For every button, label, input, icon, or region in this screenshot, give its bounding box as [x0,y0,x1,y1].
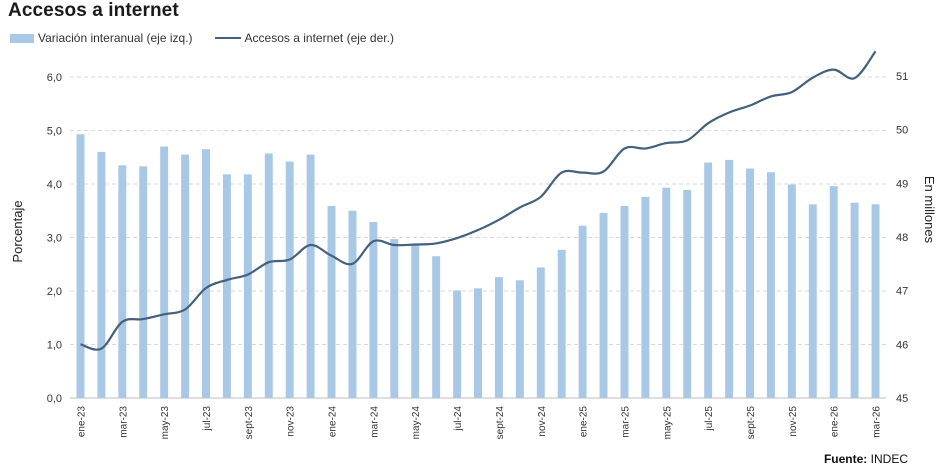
bar [704,162,713,398]
x-tick-label: mar-23 [118,406,129,438]
bar [515,280,524,398]
legend-line-swatch [214,37,241,39]
bar [76,134,85,398]
x-tick-label: nov-25 [788,406,799,437]
legend-line-label: Accesos a internet (eje der.) [244,31,394,45]
bar [620,205,629,398]
bar [725,159,734,398]
bar [829,186,838,398]
x-tick-label: sept-23 [244,406,255,440]
x-tick-label: mar-25 [620,406,631,438]
y-axis-title-left: Porcentaje [10,200,25,262]
bar [599,212,608,398]
x-tick-label: nov-24 [537,406,548,437]
y-axis-title-right: En millones [922,176,937,244]
bar [766,172,775,398]
bar [118,165,127,398]
bar [683,189,692,398]
x-tick-label: sept-24 [495,406,506,440]
series-line-accesos [80,50,877,351]
x-tick-label: ene-24 [328,406,339,438]
y-tick-label-right: 47 [896,286,908,298]
x-tick-label: mar-26 [872,406,883,438]
bar [97,151,106,398]
x-tick-label: may-24 [411,406,422,440]
legend-item-bars: Variación interanual (eje izq.) [10,31,193,45]
bar [202,149,210,398]
bar [139,166,148,398]
y-tick-label-right: 49 [896,178,908,190]
x-tick-label: nov-23 [286,406,297,437]
x-tick-label: mar-24 [369,406,380,438]
x-tick-label: ene-25 [579,406,590,438]
bar [285,161,294,398]
bar [306,154,315,398]
chart-legend: Variación interanual (eje izq.) Accesos … [10,31,416,45]
bar [160,146,169,398]
x-tick-label: jul-23 [202,406,213,432]
bar [557,249,566,398]
legend-bar-label: Variación interanual (eje izq.) [38,31,193,45]
bar [327,205,336,398]
x-tick-label: may-25 [662,406,673,440]
x-tick-label: may-23 [160,406,171,440]
y-tick-label-left: 5,0 [47,126,62,138]
y-tick-label-left: 6,0 [47,72,62,84]
x-tick-label: jul-25 [704,406,715,432]
y-tick-label-left: 2,0 [47,286,62,298]
x-tick-label: jul-24 [453,406,464,432]
y-tick-label-right: 46 [896,339,908,351]
bar [348,210,357,398]
source-prefix: Fuente: [823,452,868,466]
y-tick-label-right: 51 [896,71,908,83]
bar [787,184,796,398]
bar [181,154,190,398]
bar [369,221,378,398]
bar [850,202,859,398]
bar [808,204,817,398]
bar [411,244,420,398]
y-tick-label-right: 50 [896,125,908,137]
y-tick-label-left: 1,0 [47,340,62,352]
y-tick-label-left: 0,0 [47,393,62,405]
y-tick-label-left: 4,0 [47,179,62,191]
bar [494,277,503,398]
bar [453,290,462,398]
bar [474,288,482,398]
bar [243,174,252,398]
x-tick-label: sept-25 [746,406,757,440]
bar [432,256,441,398]
legend-item-line: Accesos a internet (eje der.) [214,31,394,45]
source-note: Fuente: INDEC [824,452,908,466]
bar [746,168,754,398]
bar [641,196,650,398]
bar [390,239,399,398]
bar [871,204,880,398]
source-name: INDEC [870,452,908,466]
x-tick-label: ene-23 [76,406,87,438]
bar [264,153,273,398]
bar [222,174,231,398]
legend-bar-swatch [10,33,34,43]
chart-title: Accesos a internet [8,0,179,21]
y-tick-label-right: 45 [896,393,908,405]
x-tick-label: ene-26 [830,406,841,438]
bar [536,267,545,398]
bar [662,187,671,398]
y-tick-label-right: 48 [896,232,908,244]
y-tick-label-left: 3,0 [47,233,62,245]
bar [578,225,587,398]
